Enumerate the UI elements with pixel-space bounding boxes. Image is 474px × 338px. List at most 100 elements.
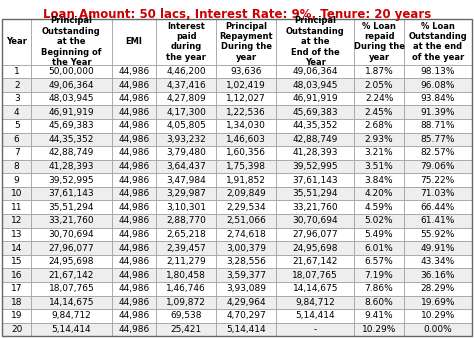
Text: 3,47,984: 3,47,984 [166,176,206,185]
Bar [354,105,404,119]
Text: 2.68%: 2.68% [365,121,393,130]
Bar [404,309,472,323]
Bar [156,241,216,255]
Text: 27,96,077: 27,96,077 [292,230,338,239]
Bar [112,92,156,105]
Text: 24,95,698: 24,95,698 [292,243,338,252]
Text: 28.29%: 28.29% [420,284,455,293]
Bar [31,92,112,105]
Text: 33,21,760: 33,21,760 [292,203,338,212]
Text: 98.13%: 98.13% [420,67,455,76]
Bar [2,65,31,78]
Bar [2,214,31,228]
Text: 3,28,556: 3,28,556 [226,257,266,266]
Bar [216,78,276,92]
Bar [112,268,156,282]
Text: 35,51,294: 35,51,294 [292,189,338,198]
Text: 43.34%: 43.34% [420,257,455,266]
Bar [2,282,31,295]
Bar [216,132,276,146]
Text: 48,03,945: 48,03,945 [49,94,94,103]
Bar [276,92,355,105]
Bar [216,255,276,268]
Text: 1,12,027: 1,12,027 [226,94,266,103]
Bar [31,105,112,119]
Text: % Loan
repaid
During the
year: % Loan repaid During the year [354,22,405,62]
Text: 2,29,534: 2,29,534 [226,203,266,212]
Bar [354,92,404,105]
Bar [404,132,472,146]
Text: 37,61,143: 37,61,143 [292,176,338,185]
Text: 45,69,383: 45,69,383 [292,108,338,117]
Text: 44,986: 44,986 [118,203,150,212]
Bar [354,309,404,323]
Bar [354,19,404,65]
Bar [156,146,216,160]
Bar [156,105,216,119]
Text: 2,74,618: 2,74,618 [226,230,266,239]
Bar [156,65,216,78]
Bar [276,200,355,214]
Text: 4,27,809: 4,27,809 [166,94,206,103]
Bar [112,65,156,78]
Text: 44,986: 44,986 [118,108,150,117]
Text: 11: 11 [11,203,22,212]
Text: 37,61,143: 37,61,143 [49,189,94,198]
Bar [156,323,216,336]
Bar [156,214,216,228]
Bar [216,187,276,200]
Bar [354,173,404,187]
Text: 85.77%: 85.77% [420,135,455,144]
Text: 9,84,712: 9,84,712 [52,311,91,320]
Bar [2,323,31,336]
Text: 5.49%: 5.49% [365,230,393,239]
Text: 44,986: 44,986 [118,216,150,225]
Bar [112,241,156,255]
Text: 3,79,480: 3,79,480 [166,148,206,158]
Bar [112,295,156,309]
Bar [276,78,355,92]
Bar [354,187,404,200]
Text: 4,70,297: 4,70,297 [226,311,266,320]
Bar [404,214,472,228]
Text: 44,986: 44,986 [118,230,150,239]
Bar [354,119,404,132]
Text: 96.08%: 96.08% [420,80,455,90]
Bar [156,78,216,92]
Text: 49.91%: 49.91% [420,243,455,252]
Bar [404,228,472,241]
Bar [2,105,31,119]
Text: 33,21,760: 33,21,760 [49,216,94,225]
Text: 42,88,749: 42,88,749 [292,135,338,144]
Text: 3,93,232: 3,93,232 [166,135,206,144]
Bar [156,132,216,146]
Text: 6: 6 [14,135,19,144]
Bar [31,255,112,268]
Bar [216,19,276,65]
Bar [31,295,112,309]
Text: 41,28,393: 41,28,393 [49,162,94,171]
Bar [112,255,156,268]
Bar [31,241,112,255]
Text: 1,75,398: 1,75,398 [226,162,266,171]
Bar [156,295,216,309]
Text: 3,59,377: 3,59,377 [226,271,266,280]
Text: 4.59%: 4.59% [365,203,393,212]
Text: 27,96,077: 27,96,077 [49,243,94,252]
Bar [404,92,472,105]
Bar [112,146,156,160]
Text: 9,84,712: 9,84,712 [295,298,335,307]
Text: 4,46,200: 4,46,200 [166,67,206,76]
Text: 18: 18 [11,298,22,307]
Bar [31,323,112,336]
Bar [354,295,404,309]
Text: Interest
paid
during
the year: Interest paid during the year [166,22,206,62]
Text: 42,88,749: 42,88,749 [49,148,94,158]
Text: -: - [314,325,317,334]
Bar [404,268,472,282]
Bar [216,241,276,255]
Text: 2: 2 [14,80,19,90]
Bar [216,228,276,241]
Bar [216,200,276,214]
Text: % Loan
Outstanding
at the end
of the year: % Loan Outstanding at the end of the yea… [409,22,467,62]
